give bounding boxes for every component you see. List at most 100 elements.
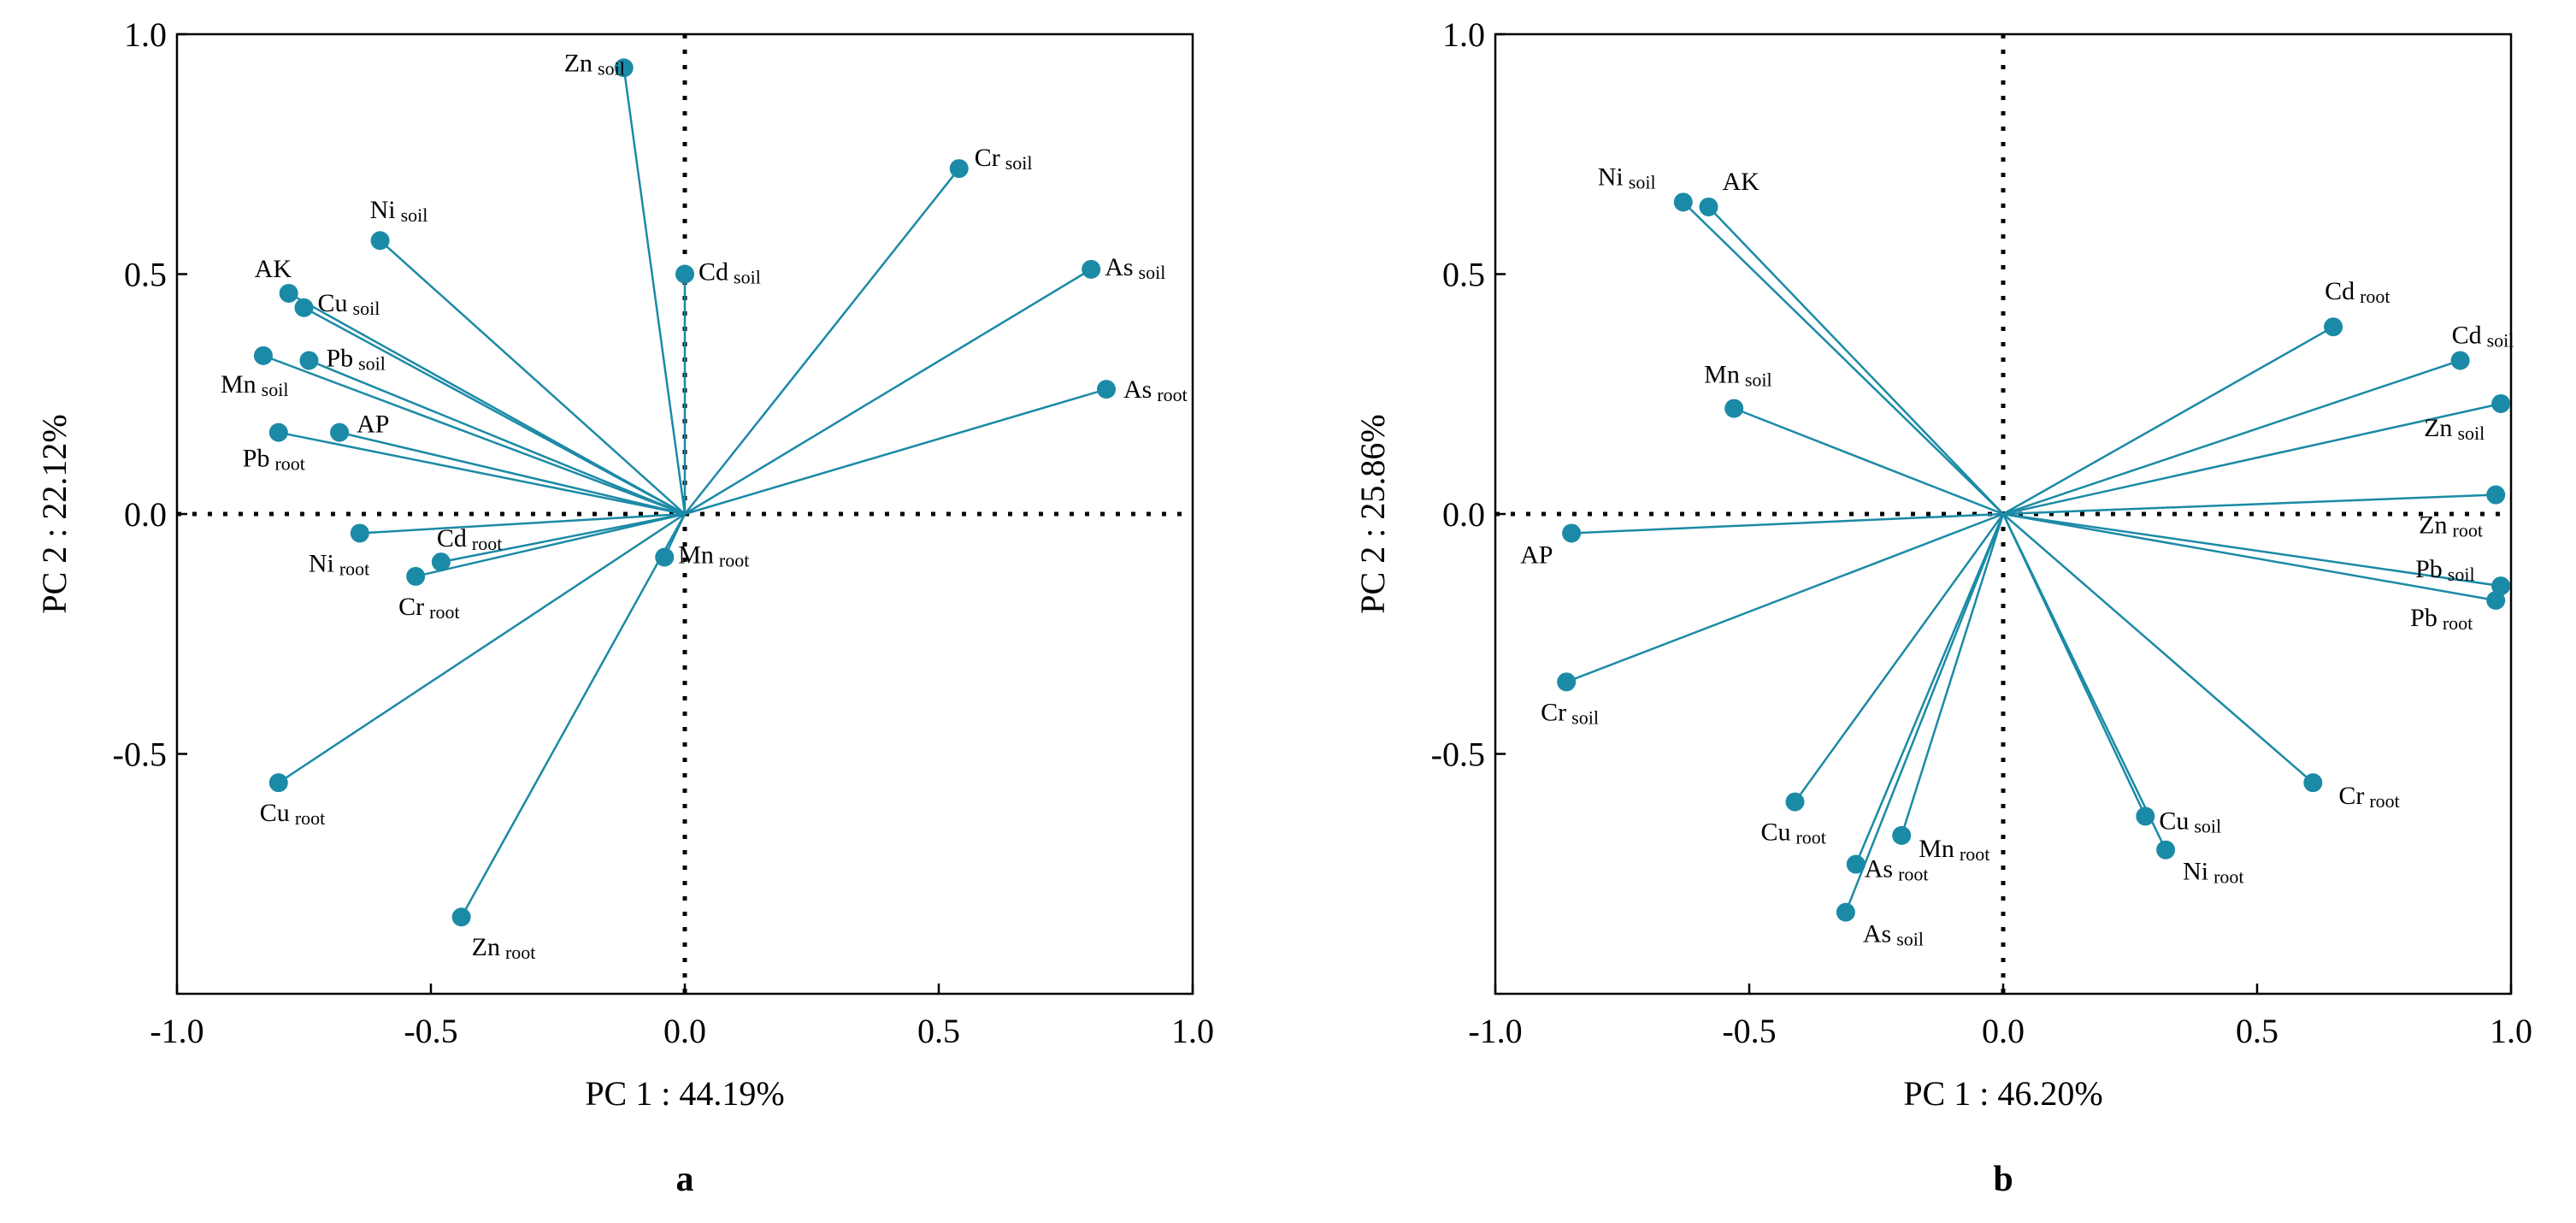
point-mn-root: [655, 547, 675, 567]
y-tick-label: 1.0: [1442, 15, 1485, 54]
label-cu-root: Cu root: [260, 799, 325, 829]
vector-ni-root: [2001, 513, 2167, 851]
loading-vectors: [262, 68, 1107, 918]
y-axis-ticks: 1.0 0.5 0.0 -0.5: [1431, 15, 1506, 774]
vector-zn-soil: [2002, 402, 2502, 516]
vector-mn-soil: [1733, 407, 2004, 516]
point-mn-soil: [253, 346, 273, 365]
vector-cu-root: [1794, 513, 2005, 803]
vector-mn-root: [1901, 513, 2005, 836]
vector-cd-root: [440, 512, 686, 564]
vector-ap: [1571, 512, 2004, 535]
point-cd-root: [2324, 317, 2343, 337]
x-tick-label: 0.0: [663, 1012, 706, 1050]
x-tick-label: 0.5: [917, 1012, 960, 1050]
label-ni-root: Ni root: [309, 549, 369, 579]
y-tick-label: 0.0: [124, 495, 167, 534]
point-mn-root: [1892, 825, 1912, 845]
label-pb-soil: Pb soil: [2415, 555, 2474, 585]
vector-cu-root: [278, 512, 686, 784]
vector-cu-soil: [303, 306, 686, 516]
panel-a: -1.0 -0.5 0.0 0.5 1.0 1.0 0.5 0.0 -0.5 Zn soil Cr…: [35, 15, 1214, 1199]
point-pb-root: [268, 422, 288, 442]
vector-pb-soil: [308, 359, 686, 516]
panel-caption: b: [1993, 1160, 2013, 1199]
y-tick-label: -0.5: [113, 736, 167, 774]
loading-points: [253, 58, 1117, 927]
vector-ak: [1707, 206, 2004, 515]
y-axis-title: PC 2 : 25.86%: [1353, 414, 1392, 613]
label-mn-root: Mn root: [678, 541, 749, 570]
point-zn-soil: [614, 58, 634, 78]
label-cd-soil: Cd soil: [2452, 321, 2514, 351]
x-tick-label: -1.0: [1468, 1012, 1522, 1050]
label-cu-soil: Cu soil: [318, 289, 380, 319]
vector-as-soil: [684, 268, 1092, 516]
label-ap: AP: [1520, 541, 1553, 569]
point-labels: Zn soil Cr soil Ni soil Cd soil As soil AK Cu soil Pb…: [221, 49, 1188, 963]
x-axis-ticks: -1.0 -0.5 0.0 0.5 1.0: [1468, 984, 2532, 1050]
point-ni-soil: [1673, 192, 1693, 212]
label-zn-root: Zn root: [472, 933, 536, 963]
vector-as-root: [1854, 513, 2005, 866]
vector-mn-soil: [262, 354, 686, 516]
vector-cd-soil: [2002, 359, 2461, 516]
vector-zn-root: [2002, 493, 2496, 516]
point-cu-soil: [294, 298, 314, 317]
point-as-soil: [1082, 259, 1101, 279]
point-ni-soil: [370, 231, 390, 251]
x-tick-label: 0.5: [2236, 1012, 2278, 1050]
vector-ap: [339, 431, 686, 516]
label-cd-root: Cd root: [437, 524, 502, 554]
y-tick-label: 0.0: [1442, 495, 1485, 534]
panel-b: -1.0 -0.5 0.0 0.5 1.0 1.0 0.5 0.0 -0.5 Ni soil AK…: [1353, 15, 2532, 1199]
y-tick-label: 1.0: [124, 15, 167, 54]
x-tick-label: -0.5: [1722, 1012, 1776, 1050]
point-as-soil: [1836, 902, 1855, 922]
point-ak: [1699, 197, 1718, 216]
vector-cr-soil: [684, 168, 960, 515]
loading-vectors: [1565, 201, 2502, 913]
label-ni-root: Ni root: [2183, 858, 2243, 888]
label-as-soil: As soil: [1863, 920, 1924, 950]
label-cd-soil: Cd soil: [699, 258, 761, 288]
label-ap: AP: [357, 411, 389, 439]
vector-ni-soil: [379, 239, 686, 515]
label-cr-root: Cr root: [2338, 782, 2399, 812]
x-tick-label: -0.5: [404, 1012, 457, 1050]
y-tick-label: -0.5: [1431, 736, 1485, 774]
point-cr-root: [406, 566, 426, 586]
point-cu-root: [1785, 792, 1805, 812]
panel-caption: a: [676, 1160, 694, 1199]
point-ap: [330, 422, 350, 442]
label-mn-root: Mn root: [1919, 835, 1989, 865]
label-cu-soil: Cu soil: [2159, 806, 2221, 836]
vector-zn-root: [460, 513, 687, 918]
label-zn-soil: Zn soil: [2424, 414, 2485, 444]
vector-zn-soil: [622, 68, 687, 515]
label-as-soil: As soil: [1105, 253, 1165, 283]
point-labels: Ni soil AK Cd root Cd soil Zn soil Mn soil Zn root AP…: [1520, 162, 2514, 949]
x-axis-title: PC 1 : 44.19%: [585, 1074, 784, 1113]
label-zn-soil: Zn soil: [564, 49, 625, 79]
label-pb-root: Pb root: [2410, 604, 2473, 634]
label-mn-soil: Mn soil: [1704, 361, 1771, 391]
vector-ni-root: [359, 512, 686, 535]
vector-cr-root: [415, 512, 686, 578]
point-ni-root: [350, 523, 369, 543]
vector-ni-soil: [1682, 201, 2004, 515]
label-cr-soil: Cr soil: [975, 144, 1033, 174]
y-tick-label: 0.5: [124, 256, 167, 294]
vector-pb-soil: [2002, 512, 2502, 588]
point-cu-root: [268, 773, 288, 793]
point-cr-root: [2303, 773, 2323, 793]
point-cd-soil: [2450, 351, 2470, 370]
label-pb-root: Pb root: [243, 445, 305, 475]
label-as-root: As root: [1123, 375, 1188, 405]
point-as-root: [1846, 854, 1866, 874]
vector-as-root: [684, 387, 1107, 516]
point-zn-soil: [2491, 393, 2511, 413]
label-as-root: As root: [1865, 855, 1929, 885]
point-pb-soil: [2491, 576, 2511, 596]
